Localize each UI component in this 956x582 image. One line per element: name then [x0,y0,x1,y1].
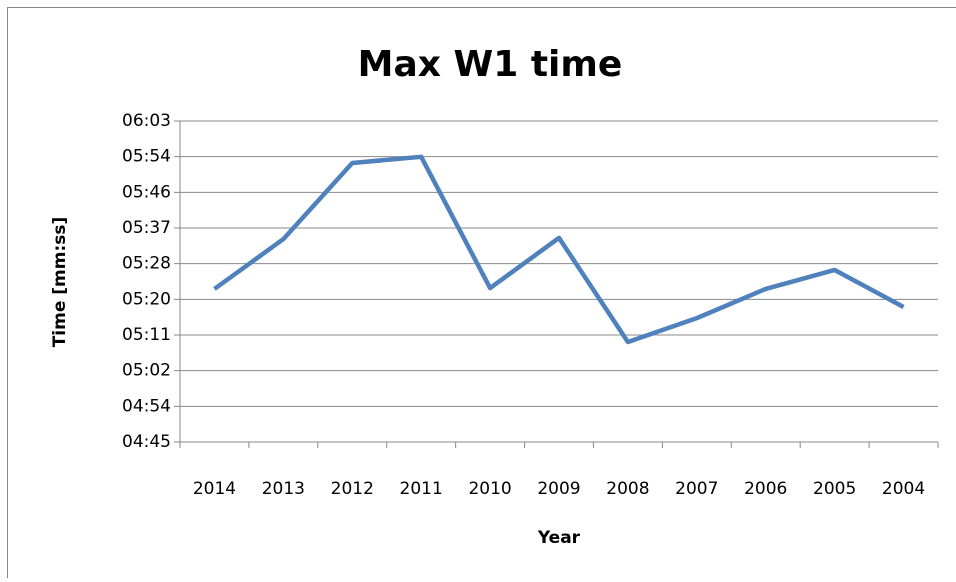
x-tick-label: 2007 [675,479,718,499]
y-tick-label: 05:02 [122,361,171,381]
x-tick-label: 2009 [537,479,580,499]
y-tick-label: 04:54 [122,396,171,416]
x-tick-label: 2005 [813,479,856,499]
x-tick-label: 2010 [468,479,511,499]
x-tick-label: 2004 [882,479,925,499]
x-tick-label: 2012 [331,479,374,499]
y-tick-label: 06:03 [122,111,171,131]
x-tick-label: 2013 [262,479,305,499]
y-axis-title: Time [mm:ss] [50,217,70,348]
y-tick-label: 05:37 [122,218,171,238]
x-tick-label: 2006 [744,479,787,499]
y-tick-label: 05:11 [122,325,171,345]
x-tick-label: 2014 [193,479,236,499]
chart-title: Max W1 time [358,44,623,85]
y-tick-label: 05:28 [122,254,171,274]
y-tick-label: 05:54 [122,147,171,167]
y-tick-label: 05:46 [122,182,171,202]
y-tick-label: 05:20 [122,289,171,309]
x-tick-label: 2011 [400,479,443,499]
x-tick-label: 2008 [606,479,649,499]
x-axis-title: Year [537,528,581,548]
y-tick-label: 04:45 [122,432,171,452]
